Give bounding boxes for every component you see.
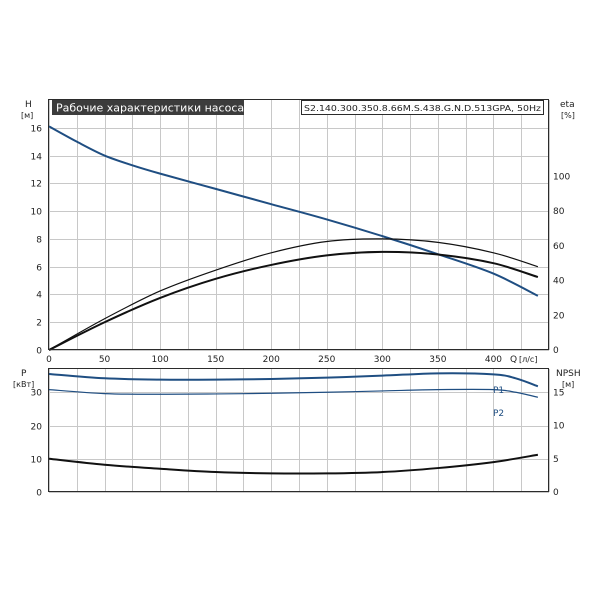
x-tick-label: 400 (485, 355, 502, 365)
right-tick-label: 40 (553, 277, 565, 287)
left-tick-label: 20 (31, 423, 43, 433)
left-tick-label: 2 (36, 319, 42, 329)
x-tick-label: 200 (263, 355, 280, 365)
eta-axis-label: eta (560, 100, 575, 110)
x-tick-label: 300 (374, 355, 391, 365)
left-tick-label: 10 (31, 208, 43, 218)
npsh-axis-label: NPSH (556, 369, 581, 379)
left-tick-label: 6 (36, 264, 42, 274)
right-tick-label: 60 (553, 242, 565, 252)
left-tick-label: 14 (31, 153, 43, 163)
right-tick-label: 0 (553, 346, 559, 356)
left-tick-label: 30 (31, 389, 43, 399)
x-tick-label: 0 (46, 355, 52, 365)
right-tick-label: 20 (553, 311, 565, 321)
eta-axis-unit: [%] (561, 111, 575, 120)
p-axis-label: P (21, 369, 27, 379)
p-axis-unit: [кВт] (13, 380, 34, 389)
chart-title: Рабочие характеристики насоса (56, 102, 244, 115)
right-tick-label: 80 (553, 207, 565, 217)
right-tick-label: 10 (553, 422, 565, 432)
h-axis-unit: [м] (21, 111, 33, 120)
p1-curve (48, 372, 539, 388)
p2-curve (48, 388, 539, 398)
left-tick-label: 0 (36, 347, 42, 357)
eta1-curve (48, 238, 539, 351)
right-tick-label: 15 (553, 388, 564, 398)
title-box (52, 100, 244, 115)
right-tick-label: 100 (553, 172, 570, 182)
left-tick-label: 12 (31, 180, 42, 190)
frame-layer (48, 99, 549, 492)
curve-layer (48, 125, 539, 475)
p1-series-label: P1 (493, 386, 504, 396)
model-label: S2.140.300.350.8.66M.S.438.G.N.D.513GPA,… (304, 103, 541, 113)
left-tick-label: 16 (31, 125, 43, 135)
p2-series-label: P2 (493, 409, 504, 419)
upper-panel-frame (48, 99, 549, 350)
eta2-curve (48, 250, 539, 351)
left-tick-label: 0 (36, 489, 42, 499)
grid-layer (49, 100, 550, 493)
model-box (301, 100, 544, 115)
q-axis-label: Q (510, 355, 517, 365)
left-tick-label: 10 (31, 456, 43, 466)
x-tick-label: 100 (152, 355, 169, 365)
left-tick-label: 4 (36, 291, 42, 301)
x-tick-label: 50 (99, 355, 111, 365)
x-tick-label: 250 (318, 355, 335, 365)
npsh-curve (48, 453, 539, 475)
x-tick-label: 150 (207, 355, 224, 365)
right-tick-label: 0 (553, 488, 559, 498)
right-tick-label: 5 (553, 455, 559, 465)
left-tick-label: 8 (36, 236, 42, 246)
h-axis-label: H (25, 100, 32, 110)
x-tick-label: 350 (429, 355, 446, 365)
npsh-axis-unit: [м] (562, 380, 574, 389)
q-axis-unit: [л/с] (519, 355, 537, 364)
lower-panel-frame (48, 368, 549, 492)
